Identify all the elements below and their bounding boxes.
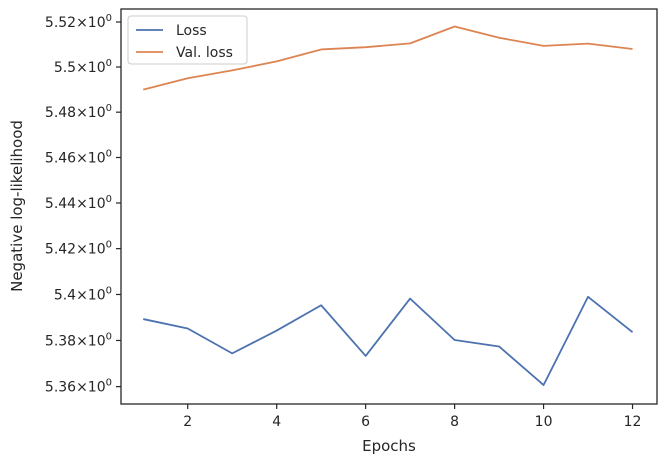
chart: 2 4 6 8 10 12 5.36×100 5.38×100 5.4×100 5.42×100 5…	[0, 0, 667, 463]
y-tick-label: 5.36×100	[45, 378, 112, 396]
y-tick-label: 5.52×100	[45, 13, 112, 31]
x-tick-label: 2	[183, 414, 192, 430]
legend-label-val-loss: Val. loss	[176, 45, 233, 61]
x-axis-label: Epochs	[362, 437, 416, 455]
x-tick-label: 4	[272, 414, 281, 430]
y-tick-label: 5.42×100	[45, 240, 112, 258]
x-tick-label: 10	[535, 414, 553, 430]
y-tick-label: 5.46×100	[45, 148, 112, 166]
series-line-loss	[143, 297, 632, 385]
legend-label-loss: Loss	[176, 23, 207, 39]
x-tick-label: 12	[624, 414, 642, 430]
x-tick-label: 8	[450, 414, 459, 430]
y-tick-label: 5.5×100	[54, 58, 112, 76]
y-axis-label: Negative log-likelihood	[8, 120, 26, 292]
legend: Loss Val. loss	[128, 16, 247, 64]
y-tick-label: 5.4×100	[54, 285, 112, 303]
y-tick-label: 5.44×100	[45, 194, 112, 212]
y-tick-label: 5.38×100	[45, 331, 112, 349]
y-tick-label: 5.48×100	[45, 103, 112, 121]
plot-frame	[121, 9, 657, 404]
x-tick-label: 6	[361, 414, 370, 430]
